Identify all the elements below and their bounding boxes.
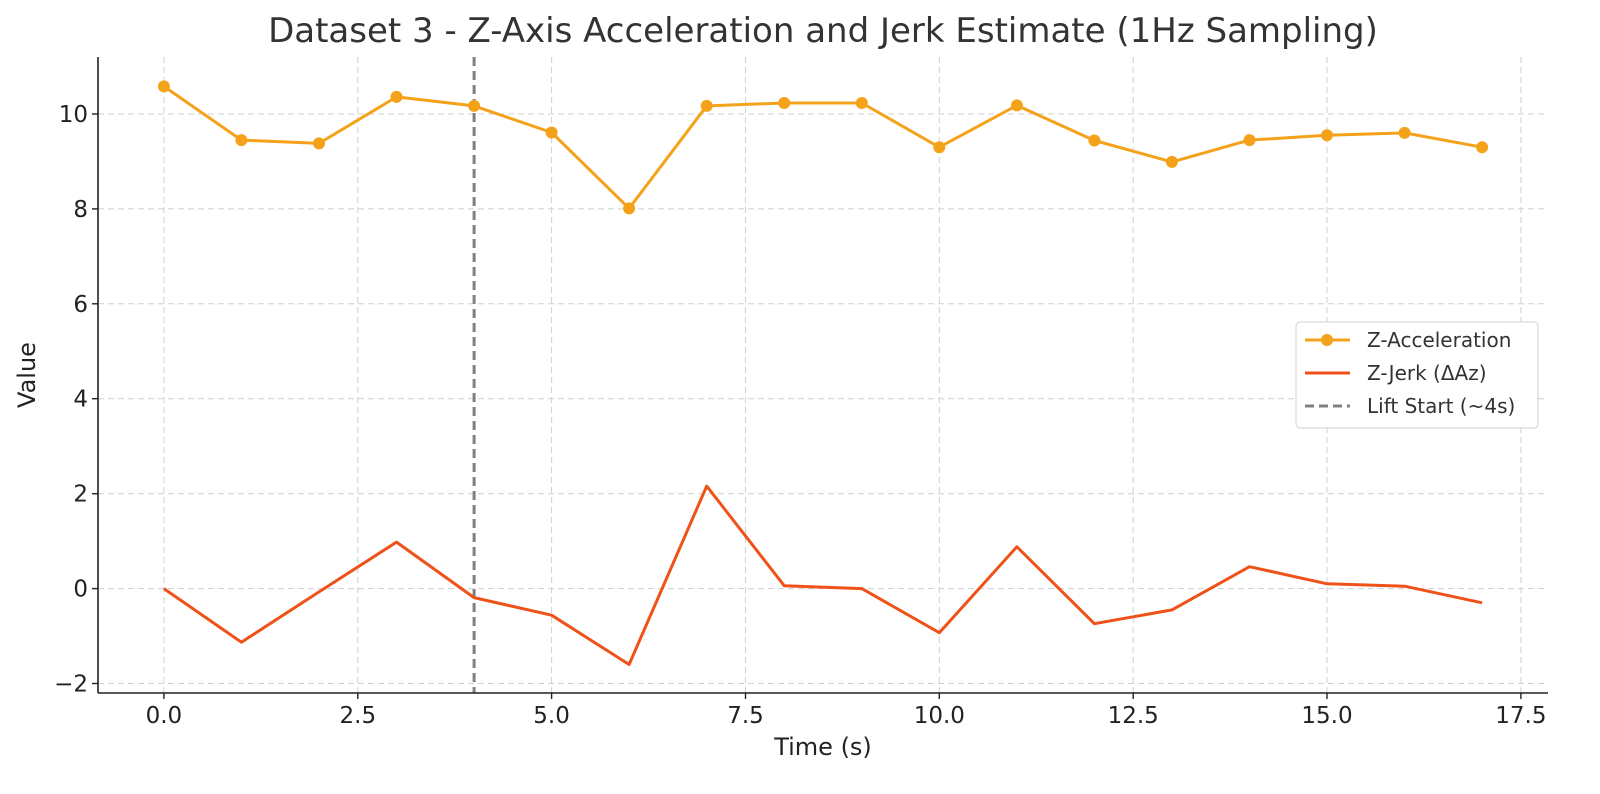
y-tick-label: 0 [73, 577, 88, 603]
x-tick-label: 12.5 [1108, 703, 1159, 729]
y-ticks: −2 0 2 4 6 8 10 [54, 102, 98, 698]
data-point-z-acceleration [1321, 129, 1333, 142]
data-point-z-acceleration [313, 137, 325, 150]
data-point-z-acceleration [545, 126, 558, 139]
x-axis-label: Time (s) [773, 733, 872, 761]
data-point-z-acceleration [1088, 134, 1101, 147]
data-point-z-acceleration [623, 202, 636, 215]
legend-marker-z-acceleration [1321, 334, 1333, 346]
x-tick-label: 5.0 [533, 703, 570, 729]
data-point-z-acceleration [390, 90, 403, 103]
data-point-z-acceleration [778, 97, 791, 109]
axes [97, 57, 1548, 694]
data-point-z-acceleration [1398, 126, 1411, 139]
y-tick-label: 2 [73, 482, 88, 508]
y-tick-label: 10 [59, 102, 88, 128]
data-point-z-acceleration [1243, 134, 1256, 147]
data-point-z-acceleration [468, 99, 481, 112]
data-point-z-acceleration [157, 80, 170, 93]
series-group [157, 80, 1489, 666]
series-line-z-jerk-az [163, 484, 1483, 666]
x-tick-label: 17.5 [1495, 703, 1546, 729]
x-ticks: 0.0 2.5 5.0 7.5 10.0 12.5 15.0 17.5 [146, 693, 1547, 729]
x-tick-label: 15.0 [1301, 703, 1352, 729]
data-point-z-acceleration [235, 134, 248, 147]
y-tick-label: 4 [73, 387, 88, 413]
data-point-z-acceleration [700, 99, 713, 112]
x-tick-label: 10.0 [914, 703, 965, 729]
chart-title: Dataset 3 - Z-Axis Acceleration and Jerk… [268, 11, 1378, 51]
legend: Z-Acceleration Z-Jerk (ΔAz) Lift Start (… [1295, 321, 1539, 429]
y-tick-label: −2 [54, 672, 88, 698]
legend-label-z-acceleration: Z-Acceleration [1367, 328, 1511, 352]
legend-box [1295, 321, 1539, 429]
x-tick-label: 2.5 [340, 703, 377, 729]
data-point-z-acceleration [1165, 155, 1178, 168]
legend-label-z-jerk: Z-Jerk (ΔAz) [1367, 361, 1487, 385]
x-tick-label: 7.5 [727, 703, 764, 729]
legend-label-lift-start: Lift Start (~4s) [1367, 394, 1515, 418]
data-point-z-acceleration [1476, 141, 1489, 154]
series-line-z-acceleration [163, 85, 1483, 210]
y-tick-label: 6 [73, 292, 88, 318]
data-point-z-acceleration [933, 141, 946, 154]
x-tick-label: 0.0 [146, 703, 183, 729]
data-point-z-acceleration [855, 97, 868, 109]
data-point-z-acceleration [1010, 99, 1023, 112]
y-tick-label: 8 [73, 197, 88, 223]
y-axis-label: Value [13, 342, 41, 408]
